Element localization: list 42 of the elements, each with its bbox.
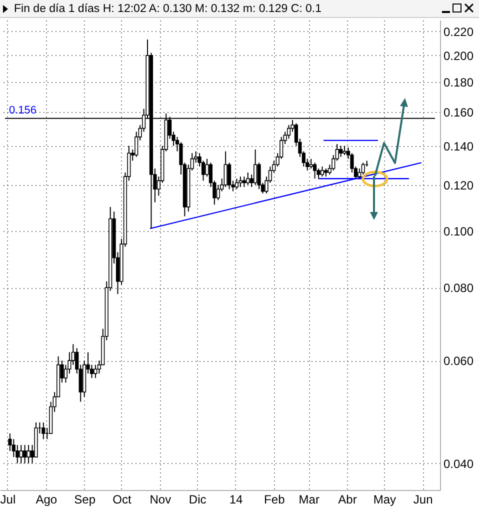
y-tick-label: 0.220 — [444, 24, 474, 39]
y-tick-label: 0.040 — [444, 456, 474, 471]
y-tick-label: 0.100 — [444, 224, 474, 239]
x-tick-label: Feb — [264, 492, 286, 506]
y-tick-label: 0.080 — [444, 281, 474, 296]
x-tick-label: Mar — [298, 492, 320, 506]
candlestick — [342, 145, 346, 156]
candlestick — [246, 172, 250, 186]
x-tick-label: 14 — [229, 492, 243, 506]
y-tick-label: 0.140 — [444, 139, 474, 154]
chart-title: Fin de día 1 días H: 12:02 A: 0.130 M: 0.132 m: 0.129 C: 0.1 — [14, 3, 322, 15]
candlestick — [19, 444, 23, 464]
y-tick-label: 0.120 — [444, 178, 474, 192]
candlestick — [339, 145, 343, 158]
x-tick-label: Abr — [338, 492, 357, 506]
candlestick — [42, 422, 46, 440]
x-tick-label: May — [373, 492, 396, 506]
candlestick — [224, 150, 228, 188]
x-tick-label: Nov — [150, 492, 172, 506]
candlestick — [234, 178, 239, 190]
x-tick-label: Sep — [74, 492, 96, 506]
y-tick-label: 0.180 — [444, 76, 474, 90]
candlestick — [361, 162, 365, 176]
candlestick — [94, 364, 98, 379]
candlestick — [23, 444, 27, 464]
candlestick — [238, 176, 242, 188]
candlestick — [26, 444, 30, 464]
x-tick-label: Dic — [188, 492, 206, 506]
y-tick-label: 0.160 — [444, 105, 474, 120]
candlestick — [242, 176, 246, 188]
x-tick-label: Jul — [0, 492, 16, 506]
candlestick — [309, 158, 313, 170]
x-tick-label: Oct — [112, 492, 132, 506]
candlestick — [313, 162, 317, 180]
y-tick-label: 0.060 — [444, 354, 474, 368]
x-tick-label: Jun — [413, 492, 433, 506]
y-tick-label: 0.200 — [444, 48, 474, 63]
candlestick — [254, 148, 258, 186]
candlestick — [320, 166, 324, 178]
candlestick — [227, 162, 232, 190]
ref-line-label: 0.156 — [9, 104, 37, 116]
x-tick-label: Ago — [36, 492, 58, 506]
